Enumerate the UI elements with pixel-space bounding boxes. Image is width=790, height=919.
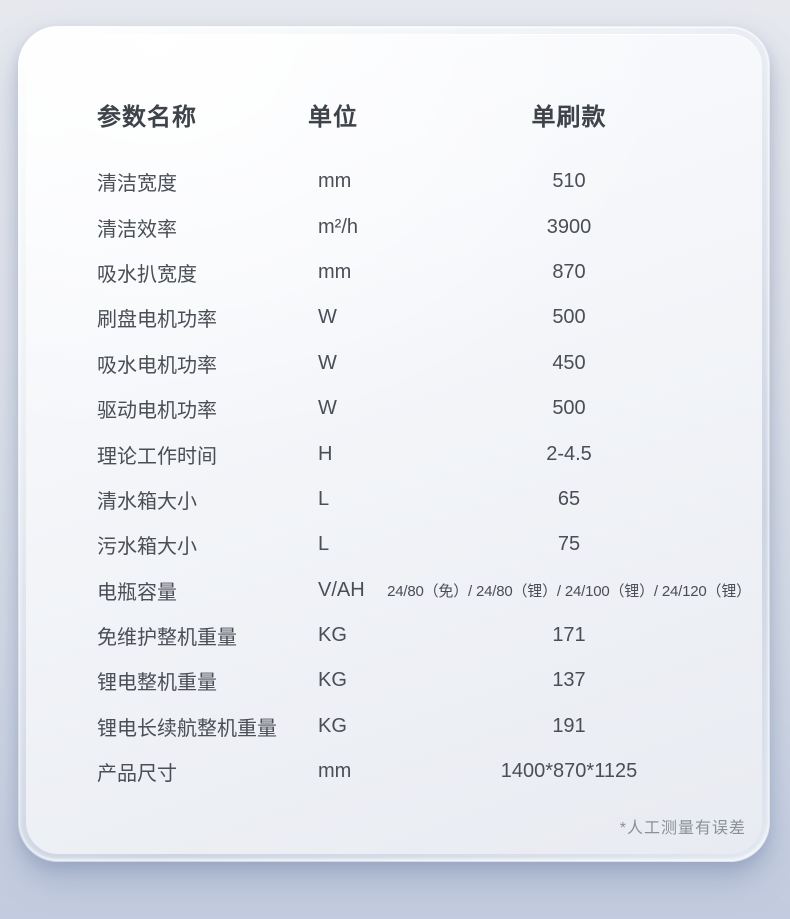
row-parameter-name: 免维护整机重量 [97, 627, 237, 650]
row-unit: m²/h [318, 215, 358, 238]
row-parameter-name: 清水箱大小 [97, 490, 197, 513]
row-unit: L [318, 533, 330, 556]
table-row: 污水箱大小 L 75 [97, 522, 755, 567]
row-parameter-name: 理论工作时间 [97, 445, 217, 468]
row-unit: H [318, 442, 333, 465]
row-parameter-name: 吸水电机功率 [97, 354, 217, 377]
row-value: 510 [552, 170, 586, 193]
row-unit: W [318, 397, 337, 420]
row-unit: KG [318, 714, 347, 737]
row-parameter-name: 电瓶容量 [97, 581, 177, 604]
table-row: 吸水电机功率 W 450 [97, 341, 755, 386]
table-row: 驱动电机功率 W 500 [97, 386, 755, 431]
row-parameter-name: 清洁效率 [97, 218, 177, 241]
table-row: 理论工作时间 H 2-4.5 [97, 431, 755, 476]
row-unit: W [318, 351, 337, 374]
spec-card: 参数名称 单位 单刷款 清洁宽度 mm 510 清洁效率 m²/h 3900 吸… [26, 34, 762, 854]
table-row: 电瓶容量 V/AH 24/80（免）/ 24/80（锂）/ 24/100（锂）/… [97, 568, 755, 613]
table-row: 免维护整机重量 KG 171 [97, 613, 755, 658]
row-value: 24/80（免）/ 24/80（锂）/ 24/100（锂）/ 24/120（锂） [387, 582, 751, 600]
row-value: 75 [557, 533, 581, 556]
row-parameter-name: 驱动电机功率 [97, 400, 217, 423]
table-row: 吸水扒宽度 mm 870 [97, 250, 755, 295]
row-parameter-name: 吸水扒宽度 [97, 263, 197, 286]
row-parameter-name: 清洁宽度 [97, 173, 177, 196]
row-value: 870 [552, 260, 586, 283]
header-model-single-brush: 单刷款 [531, 103, 607, 131]
table-row: 清洁效率 m²/h 3900 [97, 204, 755, 249]
row-unit: KG [318, 669, 347, 692]
table-body: 清洁宽度 mm 510 清洁效率 m²/h 3900 吸水扒宽度 mm 870 … [97, 159, 755, 794]
header-parameter-name: 参数名称 [97, 103, 197, 131]
row-parameter-name: 刷盘电机功率 [97, 309, 217, 332]
table-row: 刷盘电机功率 W 500 [97, 295, 755, 340]
row-unit: mm [318, 760, 352, 783]
row-value: 2-4.5 [546, 442, 592, 465]
header-unit: 单位 [308, 103, 358, 131]
row-value: 137 [552, 669, 586, 692]
row-unit: mm [318, 260, 352, 283]
row-value: 1400*870*1125 [500, 760, 638, 783]
table-row: 锂电整机重量 KG 137 [97, 658, 755, 703]
row-value: 65 [557, 487, 581, 510]
row-parameter-name: 锂电长续航整机重量 [97, 717, 277, 740]
row-parameter-name: 污水箱大小 [97, 536, 197, 559]
row-value: 191 [552, 714, 586, 737]
table-row: 清洁宽度 mm 510 [97, 159, 755, 204]
table-row: 清水箱大小 L 65 [97, 477, 755, 522]
row-parameter-name: 产品尺寸 [97, 763, 177, 786]
row-value: 171 [552, 624, 586, 647]
row-value: 3900 [546, 215, 592, 238]
row-parameter-name: 锂电整机重量 [97, 672, 217, 695]
table-row: 产品尺寸 mm 1400*870*1125 [97, 749, 755, 794]
row-value: 450 [552, 351, 586, 374]
row-unit: KG [318, 624, 347, 647]
row-unit: mm [318, 170, 352, 193]
row-unit: V/AH [318, 578, 365, 601]
measurement-disclaimer: *人工测量有误差 [619, 820, 746, 837]
row-value: 500 [552, 397, 586, 420]
spec-card-frame: 参数名称 单位 单刷款 清洁宽度 mm 510 清洁效率 m²/h 3900 吸… [18, 26, 770, 862]
row-unit: L [318, 487, 330, 510]
table-row: 锂电长续航整机重量 KG 191 [97, 704, 755, 749]
row-value: 500 [552, 306, 586, 329]
table-header: 参数名称 单位 单刷款 [97, 97, 755, 131]
row-unit: W [318, 306, 337, 329]
